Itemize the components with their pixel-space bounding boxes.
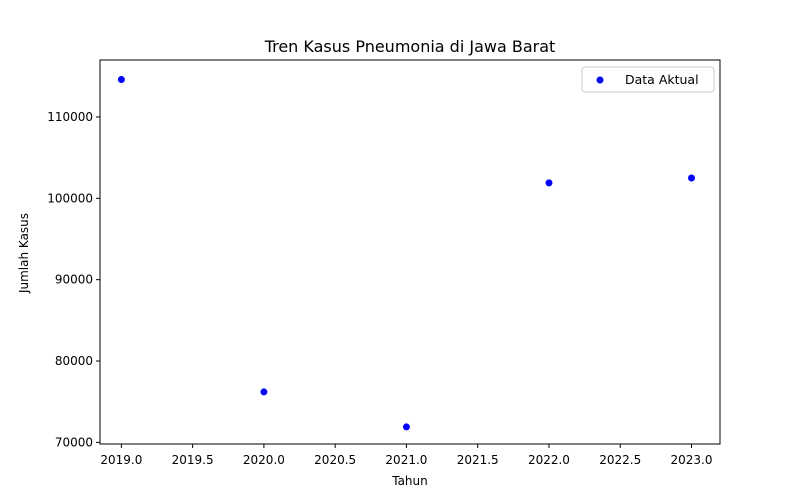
x-tick-label: 2022.0 bbox=[528, 453, 570, 467]
y-tick-label: 100000 bbox=[47, 191, 93, 205]
plot-area: 2019.0 2019.5 2020.0 2020.5 2021.0 2021.5 2022… bbox=[47, 59, 721, 467]
y-tick-label: 110000 bbox=[47, 110, 93, 124]
y-axis: 70000 80000 90000 100000 110000 bbox=[47, 110, 100, 449]
data-point bbox=[117, 76, 125, 84]
data-point bbox=[545, 179, 553, 187]
x-axis-label: Tahun bbox=[391, 474, 428, 488]
y-axis-label: Jumlah Kasus bbox=[17, 213, 31, 294]
y-tick-label: 90000 bbox=[55, 273, 93, 287]
x-tick-label: 2020.0 bbox=[243, 453, 285, 467]
legend-label: Data Aktual bbox=[625, 72, 699, 87]
x-tick-label: 2020.5 bbox=[314, 453, 356, 467]
y-tick-label: 80000 bbox=[55, 354, 93, 368]
x-tick-label: 2019.5 bbox=[172, 453, 214, 467]
legend-box bbox=[581, 66, 715, 93]
x-tick-label: 2021.5 bbox=[457, 453, 499, 467]
x-tick-label: 2021.0 bbox=[385, 453, 427, 467]
data-point bbox=[260, 388, 268, 396]
plot-frame bbox=[99, 59, 721, 445]
data-point bbox=[687, 174, 695, 182]
data-point bbox=[402, 423, 410, 431]
x-tick-label: 2023.0 bbox=[670, 453, 712, 467]
x-tick-label: 2019.0 bbox=[100, 453, 142, 467]
legend-marker bbox=[596, 76, 604, 84]
x-tick-label: 2022.5 bbox=[599, 453, 641, 467]
data-points bbox=[117, 76, 695, 431]
x-axis: 2019.0 2019.5 2020.0 2020.5 2021.0 2021.5 2022… bbox=[100, 444, 712, 467]
y-tick-label: 70000 bbox=[55, 435, 93, 449]
legend: Data Aktual bbox=[581, 66, 715, 93]
chart-title: Tren Kasus Pneumonia di Jawa Barat bbox=[264, 37, 556, 56]
